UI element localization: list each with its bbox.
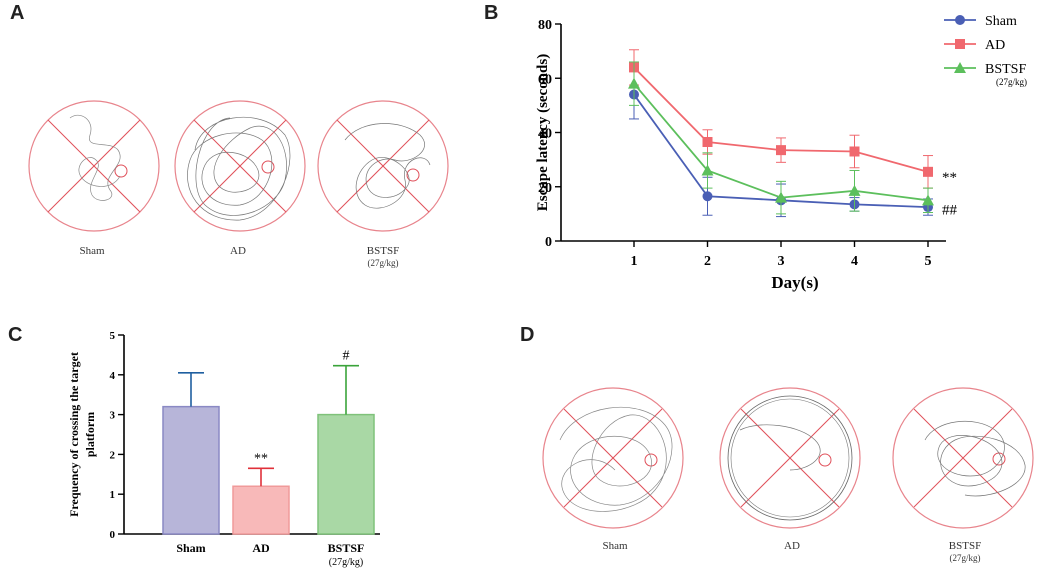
chart-b-xlabel: Day(s) — [771, 273, 818, 292]
chart-b-x-tick-label-3: 4 — [851, 254, 858, 269]
panel-letter-a: A — [10, 2, 25, 24]
chart-c-ylabel-line2: platform — [83, 412, 97, 457]
chart-b-x-tick-label-4: 5 — [925, 254, 932, 269]
chart-c-category-label-bstsf: BSTSF — [328, 541, 365, 555]
chart-b-point-bstsf-1 — [701, 164, 714, 176]
chart-b-point-bstsf-2 — [775, 191, 787, 203]
chart-b-y-tick-label-4: 80 — [538, 18, 552, 33]
maze-d-bstsf — [892, 387, 1034, 529]
maze-d-label-ad: AD — [784, 540, 800, 552]
maze-a-label-bstsf: BSTSF (27g/kg) — [323, 245, 443, 268]
panel-letter-c: C — [8, 324, 23, 346]
chart-b-legend-label-ad: AD — [985, 38, 1005, 53]
chart-c-bar-ad — [232, 485, 290, 535]
chart-c-y-tick-label-2: 2 — [110, 449, 116, 461]
chart-b-legend-marker-ad — [955, 39, 965, 49]
chart-b-legend-marker-bstsf — [954, 62, 966, 73]
chart-b-y-tick-label-3: 60 — [538, 72, 552, 87]
chart-b-x-tick-label-1: 2 — [704, 254, 711, 269]
chart-c-y-tick-label-1: 1 — [110, 489, 116, 501]
maze-d-label-sham: Sham — [602, 540, 628, 552]
chart-b-x-tick-label-0: 1 — [631, 254, 638, 269]
maze-d-label-bstsf: BSTSF (27g/kg) — [905, 540, 1025, 563]
chart-c-annotation-ad: ** — [254, 451, 268, 466]
chart-b-y-tick-label-2: 40 — [538, 127, 552, 142]
chart-c-bar-bstsf — [317, 413, 375, 535]
maze-a-bstsf — [317, 100, 449, 232]
chart-c-category-label-ad: AD — [252, 541, 270, 555]
chart-b-y-tick-label-1: 20 — [538, 181, 552, 196]
panel-letter-b: B — [484, 2, 499, 24]
chart-c-y-tick-label-4: 4 — [110, 370, 116, 382]
chart-c-ylabel-line1: Frequency of crossing the target — [67, 352, 81, 517]
chart-b-series-bstsf — [628, 61, 934, 215]
maze-a-label-bstsf-name: BSTSF — [366, 245, 400, 257]
chart-b-x-tick-label-2: 3 — [778, 254, 785, 269]
maze-a-label-sham: Sham — [79, 245, 105, 257]
maze-d-ad — [719, 387, 861, 529]
maze-a-ad — [174, 100, 306, 232]
maze-d-sham — [542, 387, 684, 529]
chart-b-annotation-0: ** — [942, 170, 957, 186]
chart-c-annotation-bstsf: # — [343, 349, 350, 364]
chart-b-point-bstsf-0 — [628, 77, 640, 89]
chart-b-point-ad-3 — [849, 146, 860, 157]
chart-b-point-sham-1 — [702, 191, 713, 202]
maze-d-label-bstsf-dose: (27g/kg) — [949, 553, 981, 563]
chart-b-point-ad-2 — [776, 145, 786, 156]
chart-b-legend-marker-sham — [955, 15, 965, 25]
maze-a-label-bstsf-dose: (27g/kg) — [367, 258, 399, 268]
chart-b-y-tick-label-0: 0 — [545, 235, 552, 250]
chart-b-annotation-1: ## — [942, 202, 958, 218]
chart-b-legend-sublabel-bstsf: (27g/kg) — [996, 77, 1027, 87]
maze-a-label-ad: AD — [230, 245, 246, 257]
chart-b-point-ad-4 — [923, 166, 933, 177]
chart-b-point-bstsf-4 — [922, 194, 934, 206]
chart-c-y-tick-label-3: 3 — [110, 410, 116, 422]
maze-d-label-bstsf-name: BSTSF — [948, 540, 982, 552]
chart-c-category-sublabel-bstsf: (27g/kg) — [329, 557, 363, 568]
chart-b-legend: Sham AD BSTSF(27g/kg) — [944, 14, 1027, 87]
chart-b-point-ad-1 — [702, 136, 713, 147]
chart-b-ylabel: Escape latency (seconds) — [535, 54, 551, 212]
chart-b-legend-label-bstsf: BSTSF — [985, 62, 1026, 77]
chart-c-category-label-sham: Sham — [176, 541, 205, 555]
maze-a-sham — [28, 100, 160, 232]
chart-c-bar-sham — [162, 405, 220, 535]
panel-letter-d: D — [520, 324, 535, 346]
chart-b-point-bstsf-3 — [848, 184, 861, 196]
chart-b-legend-label-sham: Sham — [985, 14, 1017, 29]
chart-c-y-tick-label-5: 5 — [110, 330, 116, 342]
chart-c-y-tick-label-0: 0 — [110, 529, 116, 541]
